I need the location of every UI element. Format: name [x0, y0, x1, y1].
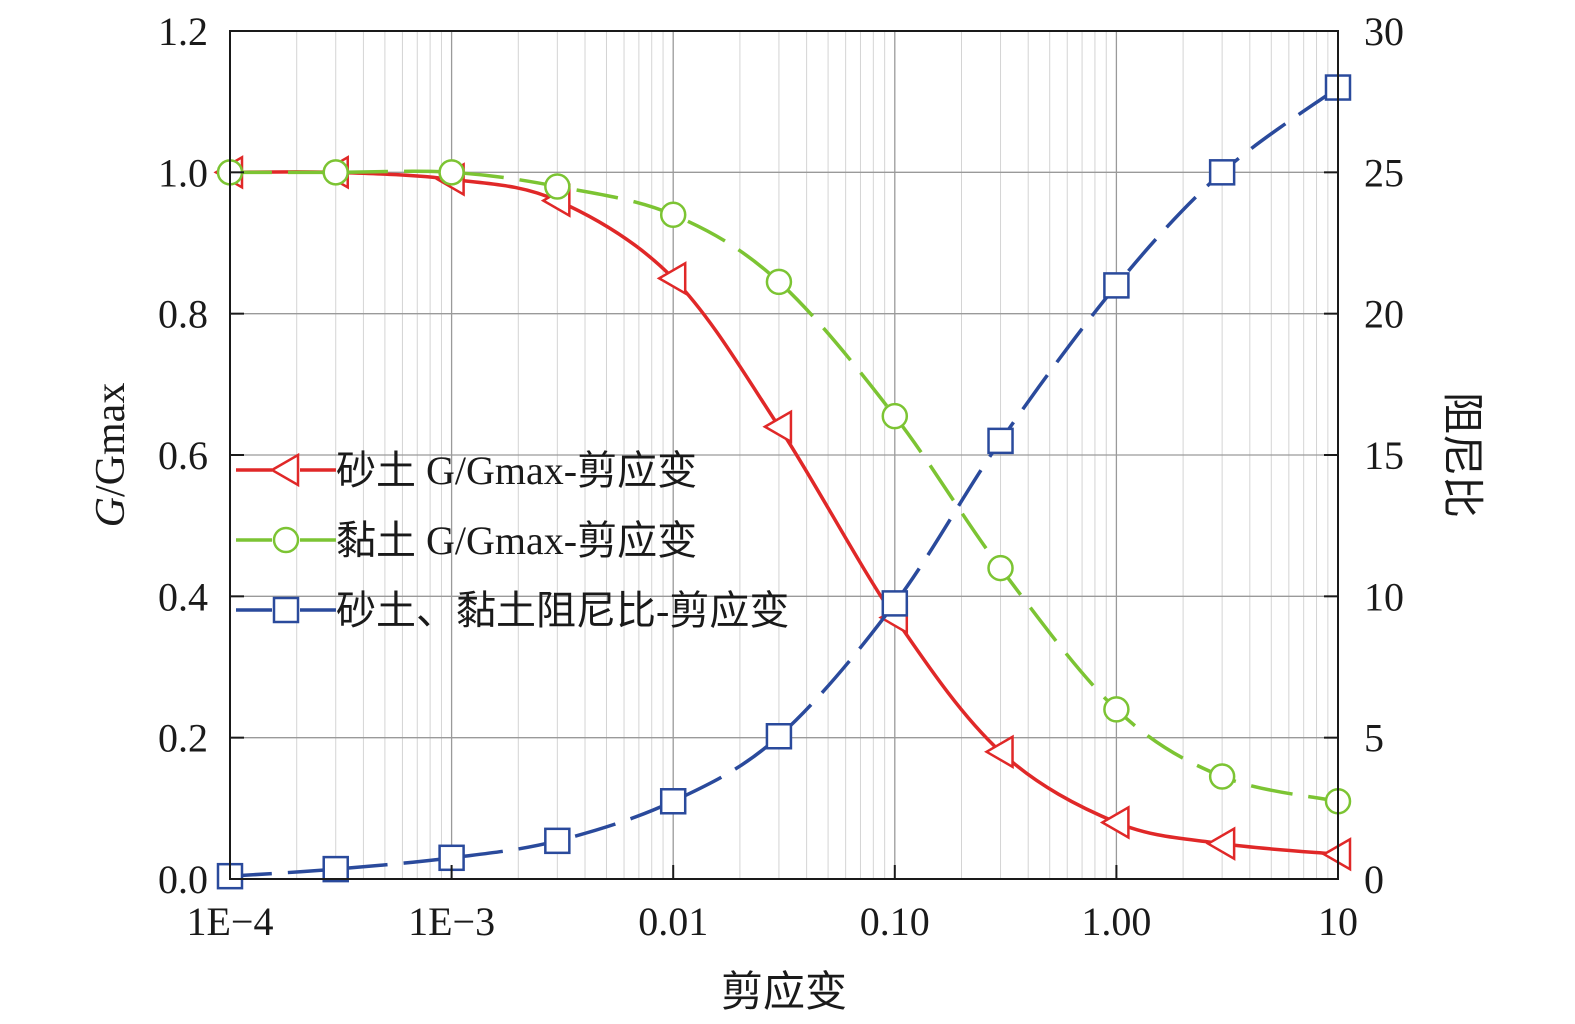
series-1-point: [762, 409, 793, 444]
series-3-point: [1208, 159, 1236, 186]
series-1-point: [1099, 805, 1130, 840]
y-axis-label-italic: G: [88, 497, 134, 527]
x-tick-label: 0.10: [860, 899, 930, 944]
series-3: [216, 74, 1352, 890]
y2-tick-label: 0: [1364, 857, 1384, 902]
series-layer: [213, 74, 1352, 890]
series-3-point: [544, 827, 571, 855]
legend-marker: [272, 596, 300, 624]
y2-tick-label: 20: [1364, 292, 1404, 337]
series-3-point: [881, 590, 909, 617]
series-2-point: [765, 268, 793, 296]
legend-label: 黏土 G/Gmax-剪应变: [336, 518, 697, 563]
x-tick-label: 0.01: [638, 899, 708, 944]
y-axis-label-rest: /Gmax: [88, 383, 134, 497]
x-axis-label: 剪应变: [721, 969, 847, 1016]
y-tick-label: 0.8: [158, 292, 208, 337]
legend-item-1: 砂土 G/Gmax-剪应变: [236, 448, 697, 493]
series-2-point: [1208, 763, 1236, 790]
axis-ticks: [229, 30, 1339, 880]
series-1-point: [1205, 826, 1236, 861]
series-3-point: [322, 855, 349, 883]
y2-tick-label: 15: [1364, 433, 1404, 478]
y-tick-label: 0.2: [158, 716, 208, 761]
series-2-point: [322, 159, 349, 186]
y-axis-label: G/Gmax: [88, 383, 134, 528]
y2-axis-label: 阻尼比: [1438, 392, 1484, 518]
legend-item-2: 黏土 G/Gmax-剪应变: [236, 518, 697, 563]
series-2: [216, 159, 1352, 815]
y-tick-label: 0.4: [158, 574, 208, 619]
y2-tick-label: 5: [1364, 716, 1384, 761]
tick-labels: 1E−4 1E−3 0.01 0.10 1.00 100.00.20.40.60.81.0…: [158, 9, 1404, 944]
series-2-point: [987, 554, 1014, 582]
legend-item-3: 砂土、黏土阻尼比-剪应变: [236, 588, 789, 633]
legend-marker: [269, 452, 300, 488]
series-1-point: [656, 261, 687, 296]
series-2-point: [881, 402, 909, 430]
x-tick-label: 10: [1318, 899, 1358, 944]
series-2-point: [1103, 696, 1130, 723]
series-2-point: [544, 173, 571, 200]
x-tick-label: 1E−4: [187, 899, 274, 944]
legend-label: 砂土、黏土阻尼比-剪应变: [336, 588, 789, 633]
y-tick-label: 1.2: [158, 9, 208, 54]
x-tick-label: 1.00: [1081, 899, 1151, 944]
series-3-point: [659, 788, 687, 815]
legend-label: 砂土 G/Gmax-剪应变: [336, 448, 697, 493]
series-3-point: [1103, 272, 1130, 299]
y2-tick-label: 30: [1364, 9, 1404, 54]
series-1-point: [984, 734, 1014, 769]
series-2-point: [659, 201, 687, 228]
series-2-point: [438, 159, 465, 186]
y-tick-label: 0.6: [158, 433, 208, 478]
y2-tick-label: 25: [1364, 150, 1404, 195]
legend-marker: [272, 526, 300, 554]
y-tick-label: 1.0: [158, 150, 208, 195]
y-tick-label: 0.0: [158, 857, 208, 902]
series-3-point: [987, 427, 1014, 455]
series-2-line: [229, 169, 1339, 803]
series-3-point: [765, 723, 793, 750]
y2-tick-label: 10: [1364, 574, 1404, 619]
x-tick-label: 1E−3: [408, 899, 495, 944]
